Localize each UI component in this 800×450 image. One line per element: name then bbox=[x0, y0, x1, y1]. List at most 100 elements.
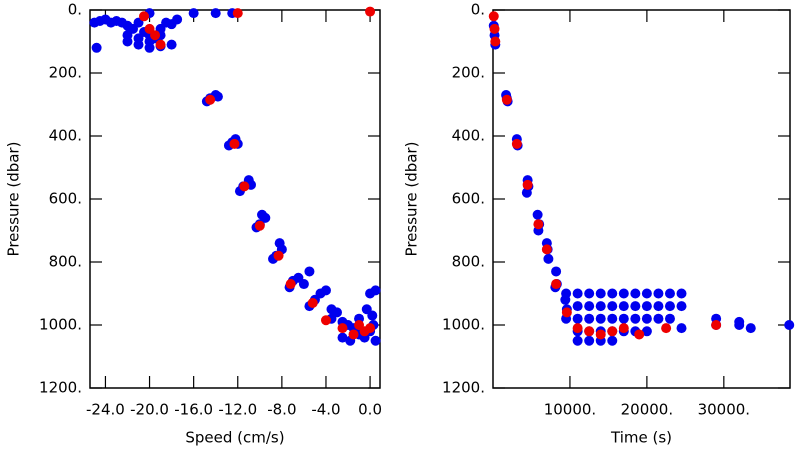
point bbox=[365, 323, 376, 334]
point bbox=[274, 238, 285, 249]
point bbox=[584, 301, 595, 312]
point bbox=[229, 138, 240, 149]
point bbox=[543, 253, 554, 264]
point bbox=[618, 323, 629, 334]
y-tick-label: 600. bbox=[49, 190, 82, 208]
x-tick-label: -12.0 bbox=[218, 401, 257, 419]
point bbox=[320, 285, 331, 296]
point bbox=[337, 332, 348, 343]
point bbox=[551, 266, 562, 277]
point bbox=[630, 288, 641, 299]
x-tick-label: -24.0 bbox=[86, 401, 125, 419]
point bbox=[641, 326, 652, 337]
point bbox=[205, 94, 216, 105]
point bbox=[584, 288, 595, 299]
x-tick-label: -4.0 bbox=[311, 401, 340, 419]
y-tick-label: 1200. bbox=[39, 379, 82, 397]
point bbox=[676, 323, 687, 334]
point bbox=[653, 313, 664, 324]
point bbox=[501, 94, 512, 105]
point bbox=[584, 326, 595, 337]
point bbox=[607, 335, 618, 346]
point bbox=[122, 30, 133, 41]
point bbox=[298, 279, 309, 290]
y-tick-label: 1000. bbox=[39, 316, 82, 334]
point bbox=[618, 313, 629, 324]
point bbox=[490, 36, 501, 47]
point bbox=[488, 11, 499, 22]
y-axis-label: Pressure (dbar) bbox=[5, 142, 23, 257]
point bbox=[320, 315, 331, 326]
y-axis-label: Pressure (dbar) bbox=[403, 142, 421, 257]
point bbox=[784, 320, 795, 330]
point bbox=[584, 313, 595, 324]
x-tick-label: -8.0 bbox=[267, 401, 296, 419]
point bbox=[634, 329, 645, 340]
x-tick-label: 30000. bbox=[698, 401, 751, 419]
point bbox=[551, 279, 562, 290]
x-tick-label: 0.0 bbox=[358, 401, 382, 419]
point bbox=[607, 288, 618, 299]
x-tick-label: -16.0 bbox=[174, 401, 213, 419]
point bbox=[254, 220, 265, 231]
x-tick-label: -20.0 bbox=[130, 401, 169, 419]
y-tick-label: 0. bbox=[68, 1, 82, 19]
y-tick-label: 0. bbox=[471, 1, 485, 19]
x-axis-label: Speed (cm/s) bbox=[185, 429, 284, 447]
point bbox=[348, 329, 359, 340]
point bbox=[607, 301, 618, 312]
point bbox=[541, 244, 552, 255]
point bbox=[139, 11, 150, 22]
point bbox=[661, 323, 672, 334]
point bbox=[676, 288, 687, 299]
point bbox=[572, 288, 583, 299]
y-tick-label: 800. bbox=[49, 253, 82, 271]
point bbox=[572, 301, 583, 312]
y-tick-label: 200. bbox=[452, 64, 485, 82]
point bbox=[331, 307, 342, 318]
point bbox=[618, 288, 629, 299]
y-tick-label: 1200. bbox=[442, 379, 485, 397]
y-tick-label: 400. bbox=[49, 127, 82, 145]
point bbox=[150, 30, 161, 41]
point bbox=[560, 294, 571, 305]
point bbox=[172, 14, 183, 25]
point bbox=[676, 301, 687, 312]
point bbox=[166, 39, 177, 50]
point bbox=[630, 313, 641, 324]
y-tick-label: 600. bbox=[452, 190, 485, 208]
point bbox=[734, 320, 745, 330]
point bbox=[239, 181, 250, 192]
point bbox=[584, 335, 595, 346]
point bbox=[664, 301, 675, 312]
point bbox=[365, 6, 376, 17]
point bbox=[653, 288, 664, 299]
point bbox=[641, 313, 652, 324]
x-tick-label: 20000. bbox=[621, 401, 674, 419]
y-tick-label: 400. bbox=[452, 127, 485, 145]
point bbox=[532, 209, 543, 220]
point bbox=[745, 323, 756, 334]
point bbox=[653, 301, 664, 312]
point bbox=[257, 209, 268, 220]
point bbox=[370, 285, 381, 296]
point bbox=[630, 301, 641, 312]
x-axis-label: Time (s) bbox=[610, 429, 672, 447]
point bbox=[572, 335, 583, 346]
point bbox=[511, 138, 522, 149]
point bbox=[370, 335, 381, 346]
point bbox=[232, 8, 243, 19]
point bbox=[607, 313, 618, 324]
point bbox=[367, 310, 378, 321]
point bbox=[522, 179, 533, 190]
y-tick-label: 200. bbox=[49, 64, 82, 82]
point bbox=[210, 8, 221, 19]
point bbox=[155, 39, 166, 50]
point bbox=[212, 91, 223, 102]
point bbox=[307, 297, 318, 308]
point bbox=[618, 301, 629, 312]
point bbox=[133, 33, 144, 44]
point bbox=[595, 301, 606, 312]
y-tick-label: 800. bbox=[452, 253, 485, 271]
